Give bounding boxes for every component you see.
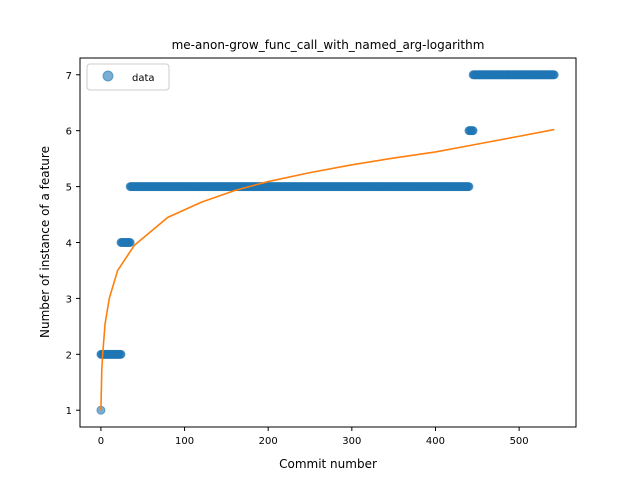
y-tick-label: 4 (66, 239, 72, 250)
x-tick-label: 100 (175, 436, 194, 447)
x-tick-label: 400 (426, 436, 445, 447)
fit-line (100, 128, 555, 411)
y-axis: 1 2 3 4 5 6 7 (66, 71, 80, 417)
y-tick-label: 3 (66, 294, 72, 305)
legend-marker-data (102, 70, 114, 82)
legend-label-data: data (132, 73, 155, 84)
x-tick-label: 500 (510, 436, 529, 447)
data-point (468, 126, 478, 136)
y-tick-label: 5 (66, 183, 72, 194)
data-point (464, 182, 474, 192)
data-point (125, 238, 135, 247)
y-tick-label: 1 (66, 406, 72, 417)
plot-area (96, 70, 559, 415)
y-axis-label: Number of instance of a feature (38, 146, 52, 338)
series-data-points (96, 70, 559, 415)
data-point (549, 70, 559, 80)
x-axis: 0 100 200 300 400 500 (98, 427, 529, 447)
x-tick-label: 300 (342, 436, 361, 447)
y-tick-label: 2 (66, 350, 72, 361)
x-axis-label: Commit number (279, 457, 377, 471)
y-tick-label: 7 (66, 71, 72, 82)
data-point (116, 349, 126, 359)
x-tick-label: 0 (98, 436, 104, 447)
chart-title: me-anon-grow_func_call_with_named_arg-lo… (172, 38, 485, 52)
y-tick-label: 6 (66, 127, 72, 138)
x-tick-label: 200 (259, 436, 278, 447)
legend: data (86, 63, 170, 91)
legend-box (86, 63, 170, 91)
